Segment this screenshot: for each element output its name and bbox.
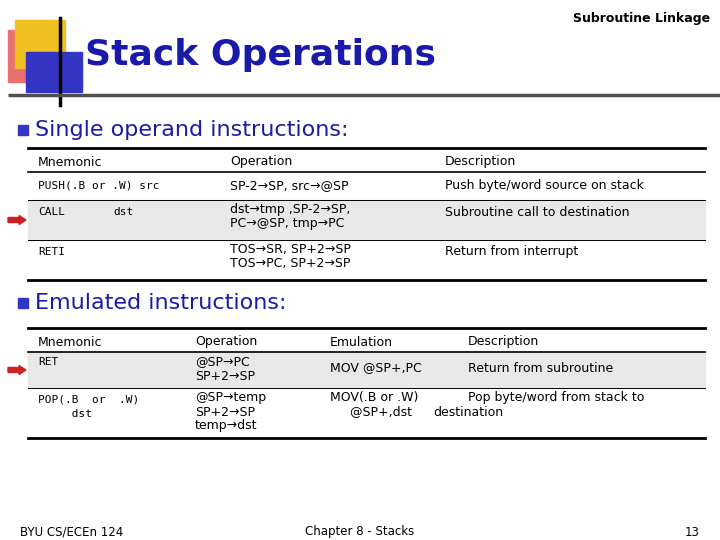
- Bar: [8, 30, 53, 82]
- Text: 13: 13: [685, 525, 700, 538]
- Text: @SP→temp: @SP→temp: [195, 392, 266, 404]
- Text: @SP→PC: @SP→PC: [195, 355, 250, 368]
- Text: RET: RET: [38, 357, 58, 367]
- Text: RETI: RETI: [38, 247, 65, 257]
- Text: Subroutine call to destination: Subroutine call to destination: [445, 206, 629, 219]
- Text: CALL: CALL: [38, 207, 65, 217]
- Text: Return from subroutine: Return from subroutine: [468, 361, 613, 375]
- Text: Mnemonic: Mnemonic: [38, 335, 102, 348]
- Text: SP+2→SP: SP+2→SP: [195, 406, 255, 419]
- Text: destination: destination: [433, 406, 503, 419]
- Text: Description: Description: [445, 156, 516, 168]
- Text: Push byte/word source on stack: Push byte/word source on stack: [445, 179, 644, 192]
- Text: Operation: Operation: [195, 335, 257, 348]
- Text: dst: dst: [38, 409, 92, 419]
- Text: MOV(.B or .W): MOV(.B or .W): [330, 392, 418, 404]
- Text: Stack Operations: Stack Operations: [85, 38, 436, 72]
- Bar: [18, 125, 28, 135]
- Text: Chapter 8 - Stacks: Chapter 8 - Stacks: [305, 525, 415, 538]
- Text: MOV @SP+,PC: MOV @SP+,PC: [330, 361, 422, 375]
- Bar: [26, 52, 82, 92]
- Text: Return from interrupt: Return from interrupt: [445, 246, 578, 259]
- Text: @SP+,dst: @SP+,dst: [330, 406, 412, 419]
- Text: Emulation: Emulation: [330, 335, 393, 348]
- Text: Emulated instructions:: Emulated instructions:: [35, 293, 287, 313]
- Text: TOS→SR, SP+2→SP: TOS→SR, SP+2→SP: [230, 244, 351, 256]
- FancyArrow shape: [8, 215, 26, 225]
- Bar: [28, 352, 705, 388]
- Text: Operation: Operation: [230, 156, 292, 168]
- Text: Subroutine Linkage: Subroutine Linkage: [573, 12, 710, 25]
- Bar: [15, 20, 65, 68]
- FancyArrow shape: [8, 366, 26, 375]
- Text: SP+2→SP: SP+2→SP: [195, 369, 255, 382]
- Text: Mnemonic: Mnemonic: [38, 156, 102, 168]
- Text: temp→dst: temp→dst: [195, 420, 258, 433]
- Bar: [18, 298, 28, 308]
- Text: PUSH(.B or .W) src: PUSH(.B or .W) src: [38, 181, 160, 191]
- Text: dst→tmp ,SP-2→SP,: dst→tmp ,SP-2→SP,: [230, 204, 351, 217]
- Text: TOS→PC, SP+2→SP: TOS→PC, SP+2→SP: [230, 258, 351, 271]
- Bar: [28, 200, 705, 240]
- Text: BYU CS/ECEn 124: BYU CS/ECEn 124: [20, 525, 123, 538]
- Text: PC→@SP, tmp→PC: PC→@SP, tmp→PC: [230, 218, 344, 231]
- Text: SP-2→SP, src→@SP: SP-2→SP, src→@SP: [230, 179, 348, 192]
- Text: POP(.B  or  .W): POP(.B or .W): [38, 395, 139, 405]
- Text: Pop byte/word from stack to: Pop byte/word from stack to: [468, 392, 644, 404]
- Text: Single operand instructions:: Single operand instructions:: [35, 120, 348, 140]
- Text: Description: Description: [468, 335, 539, 348]
- Text: dst: dst: [113, 207, 133, 217]
